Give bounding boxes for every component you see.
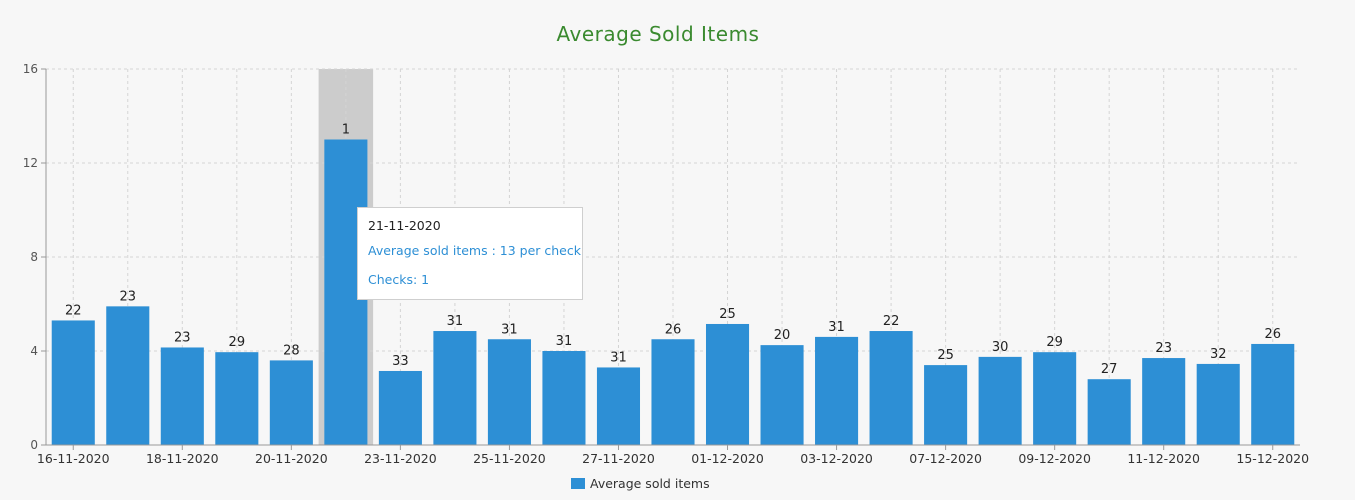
x-tick-label: 16-11-2020 [37, 451, 110, 466]
bar-value-label: 27 [1101, 362, 1118, 377]
bar-value-label: 1 [342, 123, 350, 138]
x-tick-label: 18-11-2020 [146, 451, 219, 466]
tooltip-average-line: Average sold items : 13 per check [368, 243, 581, 258]
bar-value-label: 31 [447, 314, 464, 329]
bar [978, 356, 1022, 445]
x-tick-label: 11-12-2020 [1127, 451, 1200, 466]
x-tick-label: 23-11-2020 [364, 451, 437, 466]
x-tick-label: 27-11-2020 [582, 451, 655, 466]
chart-title: Average Sold Items [557, 22, 760, 46]
bar [1251, 343, 1295, 445]
bar [651, 339, 695, 445]
bar-value-label: 23 [120, 289, 137, 304]
bar-value-label: 31 [610, 350, 627, 365]
y-tick-label: 16 [23, 62, 38, 76]
y-tick-label: 0 [30, 438, 38, 452]
x-tick-label: 07-12-2020 [909, 451, 982, 466]
bar-value-label: 32 [1210, 347, 1227, 362]
bar [1087, 379, 1131, 445]
bar-value-label: 29 [1046, 335, 1063, 350]
bar [705, 323, 750, 445]
legend-swatch [571, 478, 585, 489]
bar [269, 360, 313, 445]
bar [596, 367, 641, 445]
bar-value-label: 23 [1155, 341, 1172, 356]
chart-tooltip: 21-11-2020 Average sold items : 13 per c… [357, 207, 583, 300]
bar-value-label: 20 [774, 328, 791, 343]
bar [815, 336, 859, 445]
bar-value-label: 31 [501, 322, 518, 337]
bar [215, 352, 259, 445]
bar [51, 320, 95, 445]
tooltip-date: 21-11-2020 [368, 218, 441, 233]
bar [760, 345, 804, 445]
x-tick-label: 25-11-2020 [473, 451, 546, 466]
bar-value-label: 28 [283, 343, 300, 358]
bar [1033, 352, 1077, 445]
bar [160, 347, 204, 445]
bar-value-label: 31 [556, 334, 573, 349]
bar [1142, 358, 1186, 445]
bar [1196, 363, 1240, 445]
x-tick-label: 01-12-2020 [691, 451, 764, 466]
bar-value-label: 25 [719, 307, 736, 322]
bar-value-label: 31 [828, 320, 845, 335]
bar-value-label: 29 [229, 335, 246, 350]
bar [106, 306, 150, 445]
bar [869, 331, 913, 445]
bar-value-label: 25 [937, 348, 954, 363]
bar-value-label: 23 [174, 330, 191, 345]
x-tick-label: 20-11-2020 [255, 451, 328, 466]
bar-value-label: 22 [883, 314, 900, 329]
x-tick-label: 09-12-2020 [1018, 451, 1091, 466]
bar [924, 365, 968, 445]
bar-value-label: 30 [992, 340, 1009, 355]
bar-value-label: 26 [665, 322, 682, 337]
bar [378, 370, 422, 445]
x-tick-label: 15-12-2020 [1236, 451, 1309, 466]
x-tick-label: 03-12-2020 [800, 451, 873, 466]
bar [433, 331, 477, 445]
bar-value-label: 22 [65, 303, 82, 318]
y-tick-label: 12 [23, 156, 38, 170]
legend-label: Average sold items [590, 476, 710, 491]
bar-value-label: 26 [1264, 327, 1281, 342]
y-tick-label: 4 [30, 344, 38, 358]
bar-value-label: 33 [392, 354, 409, 369]
y-tick-label: 8 [30, 250, 38, 264]
bar [487, 339, 531, 445]
bar [542, 351, 586, 445]
tooltip-checks-line: Checks: 1 [368, 272, 430, 287]
